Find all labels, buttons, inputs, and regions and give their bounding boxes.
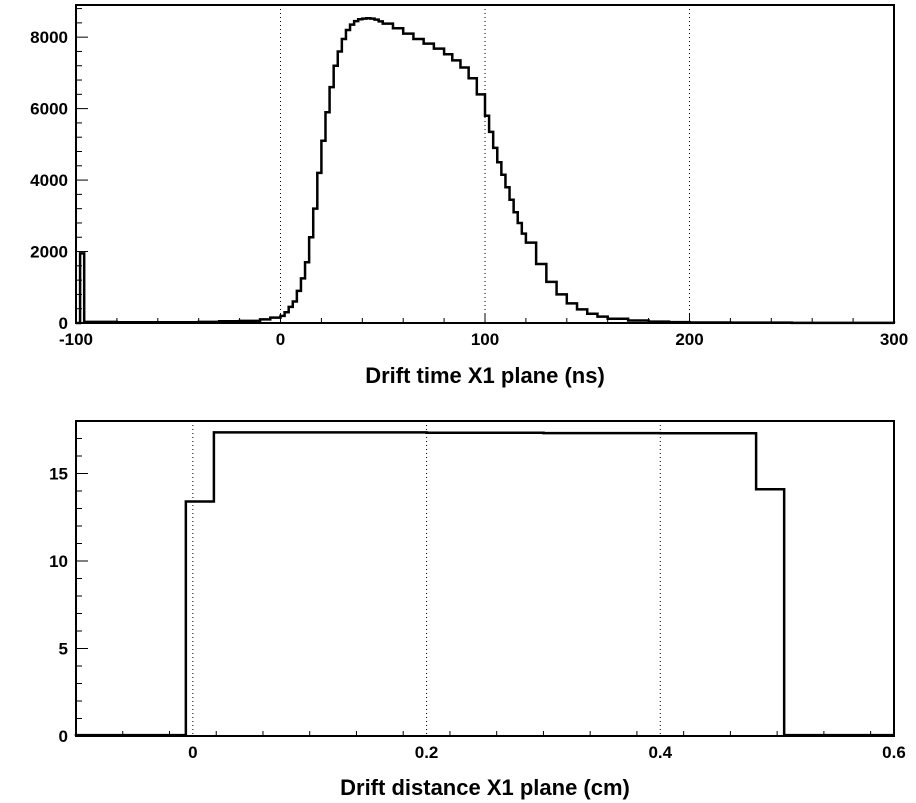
drift-distance-panel: 0 0.2 0.4 0.6 0 5 10 15 Drift distance X1 plane… <box>49 420 906 800</box>
x-tick-label: 0 <box>276 330 285 349</box>
y-tick-label: 15 <box>49 465 68 484</box>
y-tick-label: 4000 <box>30 171 68 190</box>
axis-ticks <box>75 420 872 737</box>
x-tick-label: 0.6 <box>882 743 906 762</box>
x-tick-label: 100 <box>471 330 499 349</box>
y-tick-label: 0 <box>59 727 68 746</box>
plot-frame <box>75 420 895 737</box>
y-tick-label: 8000 <box>30 28 68 47</box>
y-tick-label: 10 <box>49 552 68 571</box>
histogram-series <box>76 16 896 325</box>
y-tick-label: 2000 <box>30 243 68 262</box>
x-tick-label: -100 <box>59 330 93 349</box>
gridlines <box>192 421 661 736</box>
y-tick-label: 0 <box>59 314 68 333</box>
x-tick-label: 200 <box>675 330 703 349</box>
x-tick-label: 300 <box>880 330 908 349</box>
x-axis-title: Drift time X1 plane (ns) <box>365 363 605 388</box>
gridlines <box>280 5 690 323</box>
y-tick-label: 5 <box>59 640 68 659</box>
tick-labels: 0 0.2 0.4 0.6 0 5 10 15 <box>49 465 906 763</box>
histogram-series <box>74 431 894 737</box>
y-tick-label: 6000 <box>30 100 68 119</box>
x-tick-label: 0.2 <box>415 743 439 762</box>
x-tick-label: 0.4 <box>648 743 672 762</box>
plot-frame <box>75 4 895 324</box>
x-axis-title: Drift distance X1 plane (cm) <box>340 775 630 800</box>
x-tick-label: 0 <box>188 743 197 762</box>
